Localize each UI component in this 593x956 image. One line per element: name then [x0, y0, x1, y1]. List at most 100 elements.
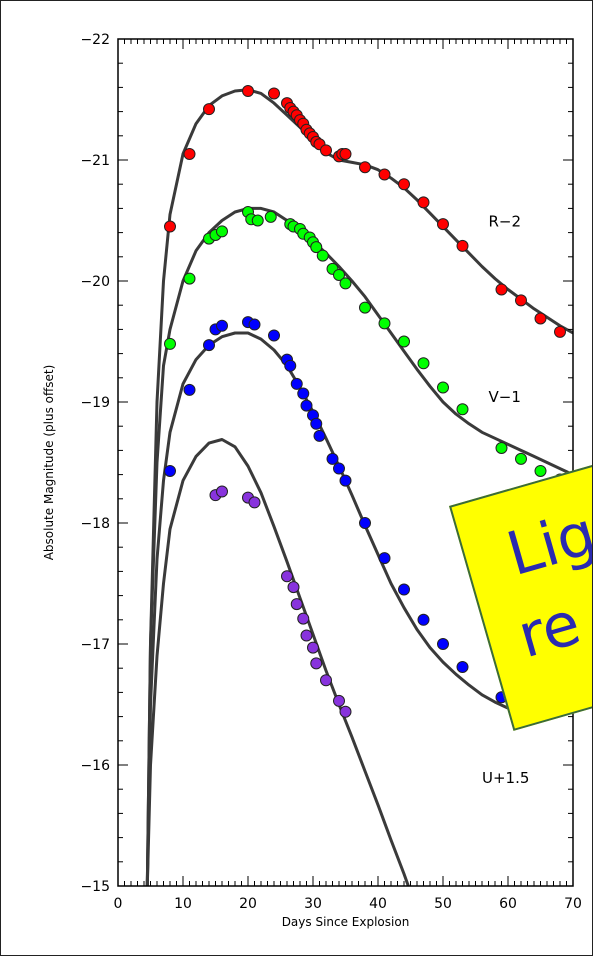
y-tick-label: −17: [80, 637, 110, 653]
x-tick-label: 20: [239, 896, 257, 912]
data-point: [268, 87, 280, 100]
data-point: [333, 268, 345, 281]
data-point: [378, 168, 391, 181]
y-tick-label: −18: [80, 516, 110, 532]
data-point: [297, 387, 310, 400]
data-point: [307, 641, 319, 654]
data-point: [310, 241, 323, 254]
y-tick-label: −19: [80, 395, 110, 411]
data-point: [251, 214, 264, 227]
model-curve: [145, 88, 573, 886]
data-point: [339, 277, 352, 290]
data-point: [290, 598, 303, 611]
data-point: [216, 485, 228, 498]
data-point: [333, 462, 345, 475]
series-label: R−2: [489, 213, 522, 231]
data-point: [378, 552, 391, 565]
x-tick-label: 40: [369, 896, 387, 912]
data-point: [310, 657, 323, 670]
data-point: [264, 210, 277, 223]
axes: 0 10 20 30 40 50 60 70 −15 −16 −17 −18 −19 −20 −21 −22: [80, 32, 581, 912]
data-point: [456, 403, 469, 416]
data-point: [339, 474, 352, 487]
data-point: [437, 381, 449, 394]
data-point: [203, 103, 215, 116]
series-label: U+1.5: [482, 769, 529, 787]
data-point: [242, 85, 254, 98]
x-tick-label: 30: [304, 896, 322, 912]
data-point: [284, 359, 297, 372]
data-point: [248, 318, 261, 331]
x-tick-label: 10: [174, 896, 192, 912]
data-point: [316, 249, 329, 262]
y-tick-label: −22: [80, 32, 110, 48]
data-point: [456, 239, 469, 252]
data-point: [310, 417, 323, 430]
data-point: [268, 329, 280, 342]
data-point: [515, 452, 527, 465]
data-point: [300, 629, 313, 642]
data-point: [183, 383, 196, 396]
data-point: [216, 319, 228, 332]
data-point: [164, 220, 176, 233]
data-point: [320, 674, 332, 687]
series-labels: R−2 V−1 U+1.5: [482, 213, 529, 788]
y-tick-label: −21: [80, 153, 110, 169]
data-point: [339, 705, 352, 718]
data-point: [534, 312, 547, 325]
model-curve: [145, 438, 410, 886]
data-point: [297, 612, 310, 625]
plot-frame: [117, 38, 574, 887]
data-point: [398, 583, 410, 596]
model-curve: [145, 206, 573, 886]
data-point: [495, 283, 508, 296]
x-tick-label: 70: [564, 896, 582, 912]
data-point: [164, 337, 176, 350]
data-point: [417, 357, 430, 370]
data-point: [359, 517, 371, 529]
data-point: [515, 294, 527, 307]
data-point: [287, 581, 300, 594]
data-point: [248, 496, 261, 509]
y-axis-label: Absolute Magnitude (plus offset): [42, 365, 56, 561]
data-point: [339, 147, 352, 160]
callout-text-line-1: Lig: [499, 498, 593, 590]
x-tick-label: 50: [434, 896, 452, 912]
data-point: [164, 464, 176, 477]
model-curves: [145, 88, 573, 886]
series-label: V−1: [489, 388, 521, 406]
data-point: [456, 660, 469, 673]
data-point: [378, 317, 391, 330]
x-tick-label: 60: [499, 896, 517, 912]
data-point: [320, 144, 332, 157]
data-point: [554, 325, 566, 338]
data-point: [437, 638, 449, 650]
x-axis-label: Days Since Explosion: [282, 915, 410, 929]
data-point: [300, 399, 313, 412]
data-point: [417, 613, 430, 626]
data-point: [290, 377, 303, 390]
data-point: [183, 147, 196, 160]
data-point: [216, 225, 228, 238]
data-point: [437, 218, 449, 231]
data-point: [417, 196, 430, 209]
y-tick-label: −16: [80, 758, 110, 774]
data-point: [398, 178, 410, 191]
y-tick-label: −20: [80, 274, 110, 290]
data-point: [359, 161, 371, 174]
callout-text-line-2: re: [510, 588, 588, 673]
data-point: [534, 464, 547, 477]
data-point: [313, 429, 326, 442]
data-point: [333, 694, 345, 707]
data-point: [359, 301, 371, 314]
data-point: [183, 272, 196, 285]
data-point: [398, 335, 410, 348]
data-points: [164, 85, 566, 718]
model-curve: [145, 331, 535, 886]
data-point: [495, 441, 508, 454]
data-point: [281, 570, 293, 583]
data-point: [326, 452, 339, 465]
x-tick-label: 0: [114, 896, 123, 912]
